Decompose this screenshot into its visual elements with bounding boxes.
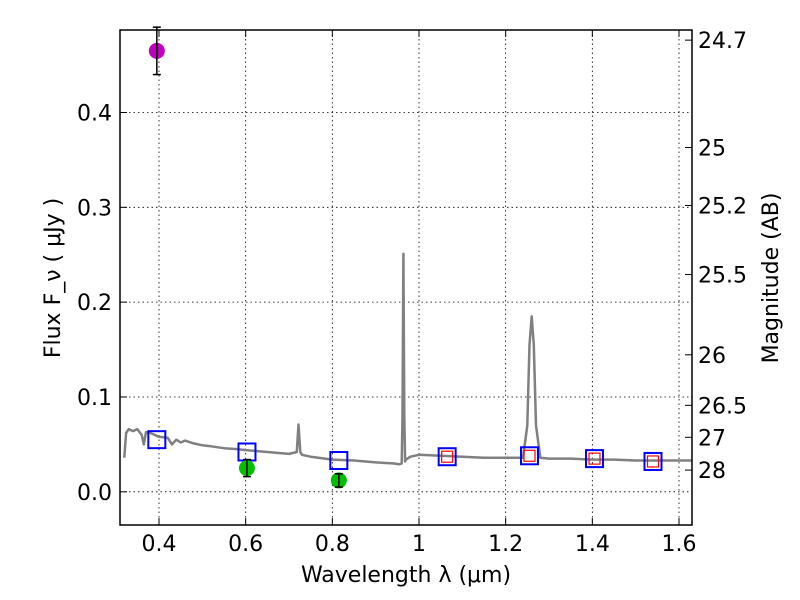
plot-frame: [119, 29, 693, 526]
x-tick-label: 1: [412, 532, 426, 557]
x-axis-label: Wavelength λ (μm): [301, 563, 511, 588]
y-tick-label: 0.1: [77, 386, 112, 411]
photometry-square: [585, 449, 604, 469]
model-photometry-square: [588, 452, 601, 465]
x-tick-label: 1.2: [488, 532, 523, 557]
photometry-square: [329, 451, 349, 471]
y-tick-label: 0.3: [77, 196, 112, 221]
right-tick-label: 27: [698, 426, 726, 451]
right-tick-label: 28: [698, 459, 726, 484]
right-tick-label: 25.2: [698, 194, 747, 219]
x-tick-label: 0.4: [142, 532, 177, 557]
model-layer: [123, 252, 692, 466]
x-tick-label: 1.6: [662, 532, 697, 557]
right-tick-label: 25.5: [698, 264, 747, 289]
y-right-axis-label: Magnitude (AB): [759, 193, 784, 364]
marker-layer: [147, 26, 663, 489]
tick-layer: 0.4 0.6 0.8 1 1.2 1.4 1.6 0.0 0.1 0.2 0.3 0.4 24.7 25…: [77, 29, 747, 557]
model-photometry-square: [523, 449, 536, 462]
x-tick-label: 0.8: [315, 532, 350, 557]
x-tick-label: 1.4: [575, 532, 610, 557]
y-tick-label: 0.2: [77, 291, 112, 316]
photometry-square: [437, 447, 457, 467]
photometry-square: [643, 451, 663, 471]
right-tick-label: 26: [698, 344, 726, 369]
x-tick-label: 0.6: [228, 532, 263, 557]
right-tick-label: 24.7: [698, 29, 747, 54]
model-photometry-square: [441, 450, 454, 463]
model-spectrum-line: [123, 252, 692, 466]
y-axis-label: Flux F_ν ( μJy ): [41, 198, 66, 358]
y-tick-label: 0.0: [77, 481, 112, 506]
photometry-square: [147, 430, 167, 450]
grid-layer: [120, 30, 692, 525]
y-tick-label: 0.4: [77, 102, 112, 127]
photometry-square: [520, 446, 539, 466]
right-tick-label: 25: [698, 136, 726, 161]
right-tick-label: 26.5: [698, 394, 747, 419]
model-photometry-square: [646, 455, 660, 468]
